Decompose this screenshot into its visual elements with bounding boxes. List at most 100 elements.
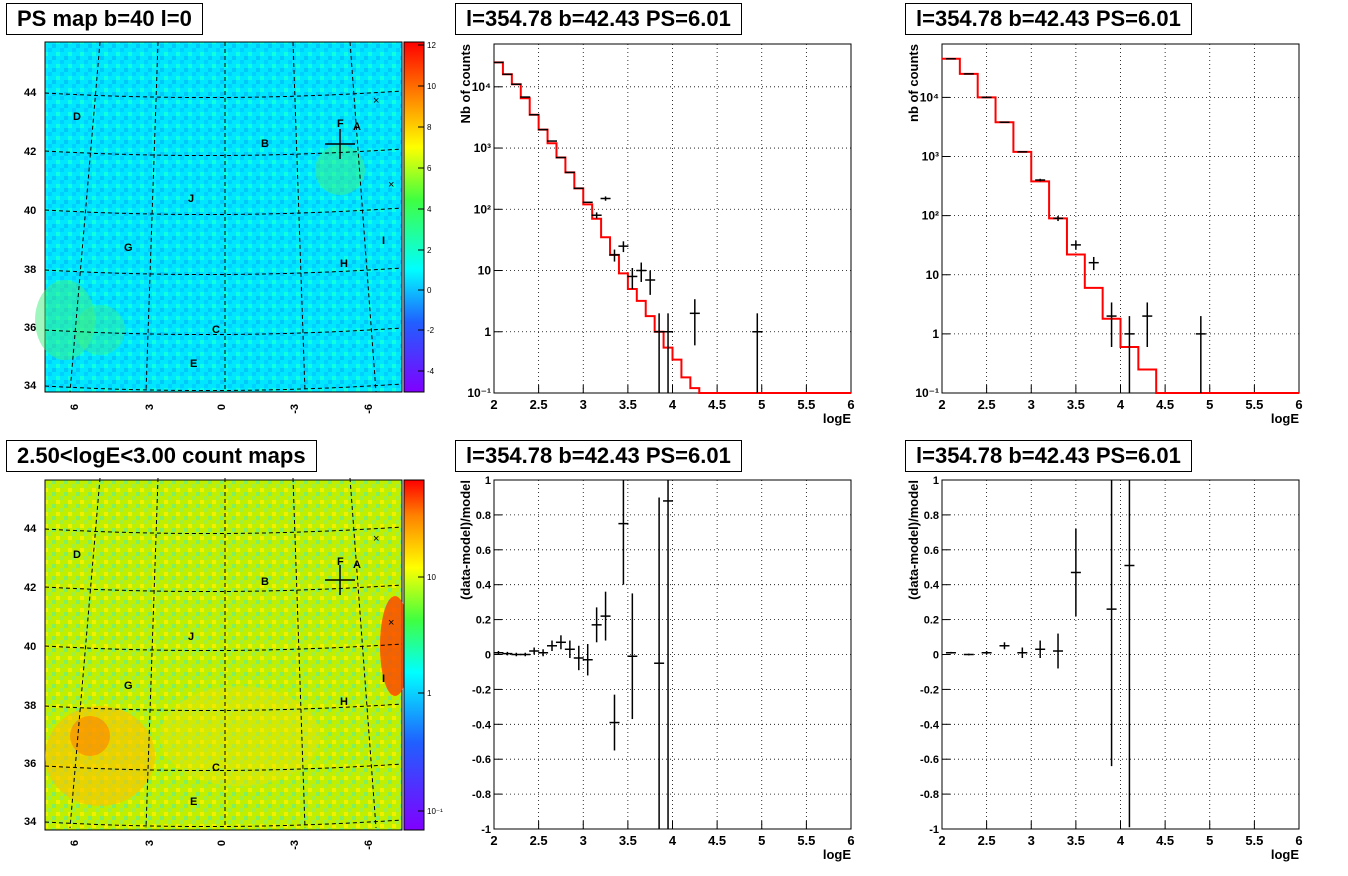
y-tick-label: 10 — [926, 268, 940, 282]
model-step-line — [494, 61, 851, 394]
y-tick-label: -0.6 — [920, 754, 939, 766]
data-point — [1035, 178, 1046, 182]
count-colorbar — [403, 479, 425, 831]
residual-1-title: l=354.78 b=42.43 PS=6.01 — [455, 440, 742, 472]
x-tick-label: 2.5 — [530, 397, 548, 412]
data-point — [1053, 633, 1064, 669]
data-point — [689, 299, 700, 346]
data-point — [654, 313, 665, 393]
data-point — [600, 196, 611, 201]
map-source-label: H — [340, 696, 348, 708]
data-point — [1053, 215, 1064, 222]
lat-tick-label: 34 — [24, 816, 37, 828]
count-map-title: 2.50<logE<3.00 count maps — [6, 440, 317, 472]
y-axis-label: (data-model)/model — [906, 480, 921, 600]
lat-tick-label: 44 — [24, 523, 37, 535]
data-point — [618, 241, 629, 253]
x-tick-label: 3.5 — [619, 833, 637, 848]
y-tick-label: 1 — [932, 327, 939, 341]
x-tick-label: 2 — [938, 397, 945, 412]
data-point — [663, 480, 674, 829]
y-tick-label: -0.6 — [472, 754, 491, 766]
colorbar-tick-label: 12 — [427, 41, 436, 50]
x-tick-label: 5 — [1206, 833, 1213, 848]
y-tick-label: -0.4 — [472, 719, 492, 731]
y-tick-label: -0.2 — [920, 684, 939, 696]
lat-tick-label: 38 — [24, 264, 36, 276]
map-source-label: D — [73, 549, 81, 561]
y-tick-label: 0.2 — [924, 615, 939, 627]
data-point — [609, 694, 620, 751]
data-point — [627, 593, 638, 720]
y-tick-label: -0.2 — [472, 684, 491, 696]
y-tick-label: 0 — [485, 650, 491, 662]
data-point — [1106, 302, 1117, 347]
colorbar-tick-label: 8 — [427, 123, 432, 132]
x-tick-label: 2 — [490, 397, 497, 412]
x-tick-label: 4 — [669, 833, 677, 848]
data-point — [752, 313, 763, 393]
map-source-label: J — [188, 631, 194, 643]
lon-tick-label: 6 — [69, 840, 81, 846]
x-tick-label: 3.5 — [1067, 833, 1085, 848]
colorbar-tick-label: -4 — [427, 367, 435, 376]
data-point — [573, 645, 584, 671]
x-tick-label: 3 — [1028, 397, 1035, 412]
x-tick-label: 2.5 — [978, 833, 996, 848]
x-tick-label: 3.5 — [619, 397, 637, 412]
data-point — [520, 652, 531, 657]
data-point — [529, 647, 540, 655]
lat-tick-label: 44 — [24, 87, 37, 99]
colorbar-tick-label: 6 — [427, 164, 432, 173]
data-point — [1035, 640, 1046, 658]
data-point — [1070, 240, 1081, 250]
x-axis-label: logE — [823, 411, 851, 426]
x-tick-label: 4 — [1117, 397, 1125, 412]
y-tick-label: -1 — [481, 824, 491, 836]
lat-tick-label: 40 — [24, 641, 36, 653]
x-tick-label: 2 — [938, 833, 945, 848]
lat-tick-label: 42 — [24, 582, 36, 594]
y-tick-label: 1 — [485, 475, 491, 487]
x-tick-label: 6 — [1295, 397, 1302, 412]
lon-tick-label: 0 — [216, 840, 228, 846]
svg-text:×: × — [388, 617, 394, 629]
y-tick-label: 10² — [922, 209, 939, 223]
x-tick-label: 5.5 — [1245, 833, 1263, 848]
map-source-label: F — [337, 556, 344, 568]
data-point — [1195, 316, 1206, 393]
y-tick-label: -0.8 — [472, 789, 491, 801]
x-tick-label: 6 — [1295, 833, 1302, 848]
lat-tick-label: 34 — [24, 380, 37, 392]
data-point — [564, 640, 575, 658]
y-tick-label: 0 — [933, 650, 939, 662]
y-tick-label: -0.4 — [920, 719, 940, 731]
spectrum-chart-2: 2 2.5 3 3.5 4 4.5 5 5.5 6 10⁻¹ 1 10 10² 10³ 10⁴ logE nb … — [906, 43, 1303, 426]
x-tick-label: 4.5 — [708, 833, 726, 848]
lon-tick-label: 6 — [69, 404, 81, 410]
y-tick-label: 0.8 — [924, 510, 939, 522]
data-point — [645, 270, 656, 295]
data-point — [636, 262, 647, 282]
data-point — [627, 267, 638, 289]
ps-map-title: PS map b=40 l=0 — [6, 3, 203, 35]
ps-map-area — [44, 41, 403, 393]
map-source-label: E — [190, 358, 197, 370]
x-tick-label: 2.5 — [530, 833, 548, 848]
x-tick-label: 5 — [1206, 397, 1213, 412]
x-tick-label: 5.5 — [797, 397, 815, 412]
y-tick-label: 1 — [484, 325, 491, 339]
x-axis-label: logE — [823, 847, 851, 862]
y-axis-label: nb of counts — [906, 44, 921, 122]
count-map-panel: 44 42 40 38 36 34 6 3 0 -3 -6 A B C D E F G H I J × × 10 1 1… — [24, 477, 443, 850]
lon-tick-label: 0 — [216, 404, 228, 410]
lat-tick-label: 36 — [24, 322, 36, 334]
data-point — [591, 212, 602, 219]
spectrum-chart-1: 2 2.5 3 3.5 4 4.5 5 5.5 6 10⁻¹ 1 10 10² 10³ 10⁴ logE Nb … — [458, 43, 855, 426]
x-tick-label: 2 — [490, 833, 497, 848]
x-tick-label: 5 — [758, 397, 765, 412]
x-tick-label: 3 — [1028, 833, 1035, 848]
x-tick-label: 3 — [580, 397, 587, 412]
map-source-label: A — [353, 121, 361, 133]
data-point — [555, 635, 566, 650]
